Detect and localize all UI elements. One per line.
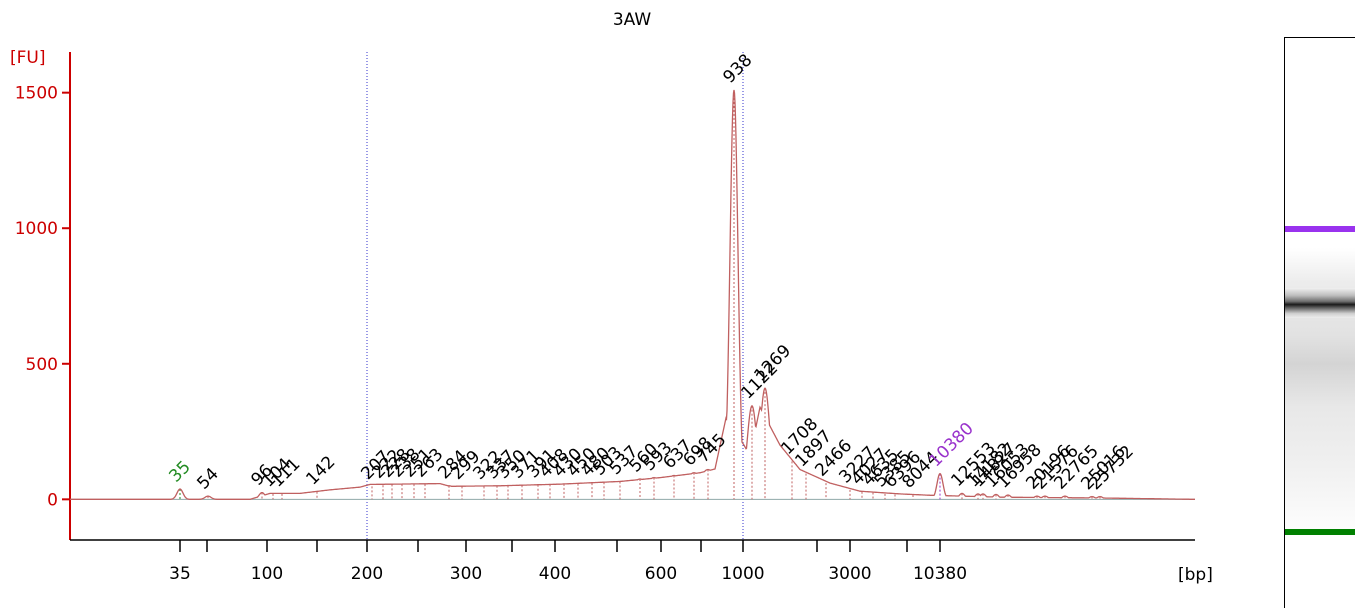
gel-main-band — [1285, 288, 1355, 318]
x-tick-label: 35 — [169, 564, 191, 584]
y-tick-label: 1500 — [15, 84, 58, 104]
y-axis-label: [FU] — [10, 48, 46, 68]
gel-upper-marker-band — [1285, 226, 1355, 232]
gel-lane — [1284, 37, 1355, 608]
x-tick-label: 3000 — [828, 564, 871, 584]
gel-lower-marker-band — [1285, 529, 1355, 535]
peak-label: 35 — [165, 457, 194, 486]
x-tick-label: 200 — [351, 564, 383, 584]
x-tick-label: 600 — [645, 564, 677, 584]
peak-label: 54 — [193, 464, 222, 493]
y-tick-label: 500 — [26, 355, 58, 375]
x-tick-label: 1000 — [721, 564, 764, 584]
signal-trace — [70, 89, 1195, 500]
y-tick-label: 0 — [47, 490, 58, 510]
peak-label: 142 — [302, 452, 339, 489]
x-tick-label: 10380 — [913, 564, 967, 584]
x-tick-label: 100 — [251, 564, 283, 584]
electropherogram-chart: 3AW [FU] [bp] 0 500 1000 1500 35 100 200 300 400… — [10, 10, 1213, 585]
y-tick-label: 1000 — [15, 219, 58, 239]
x-axis-label: [bp] — [1178, 565, 1213, 585]
chart-title: 3AW — [613, 10, 652, 30]
x-tick-label: 300 — [450, 564, 482, 584]
x-tick-label: 400 — [539, 564, 571, 584]
peak-label: 938 — [719, 50, 756, 87]
